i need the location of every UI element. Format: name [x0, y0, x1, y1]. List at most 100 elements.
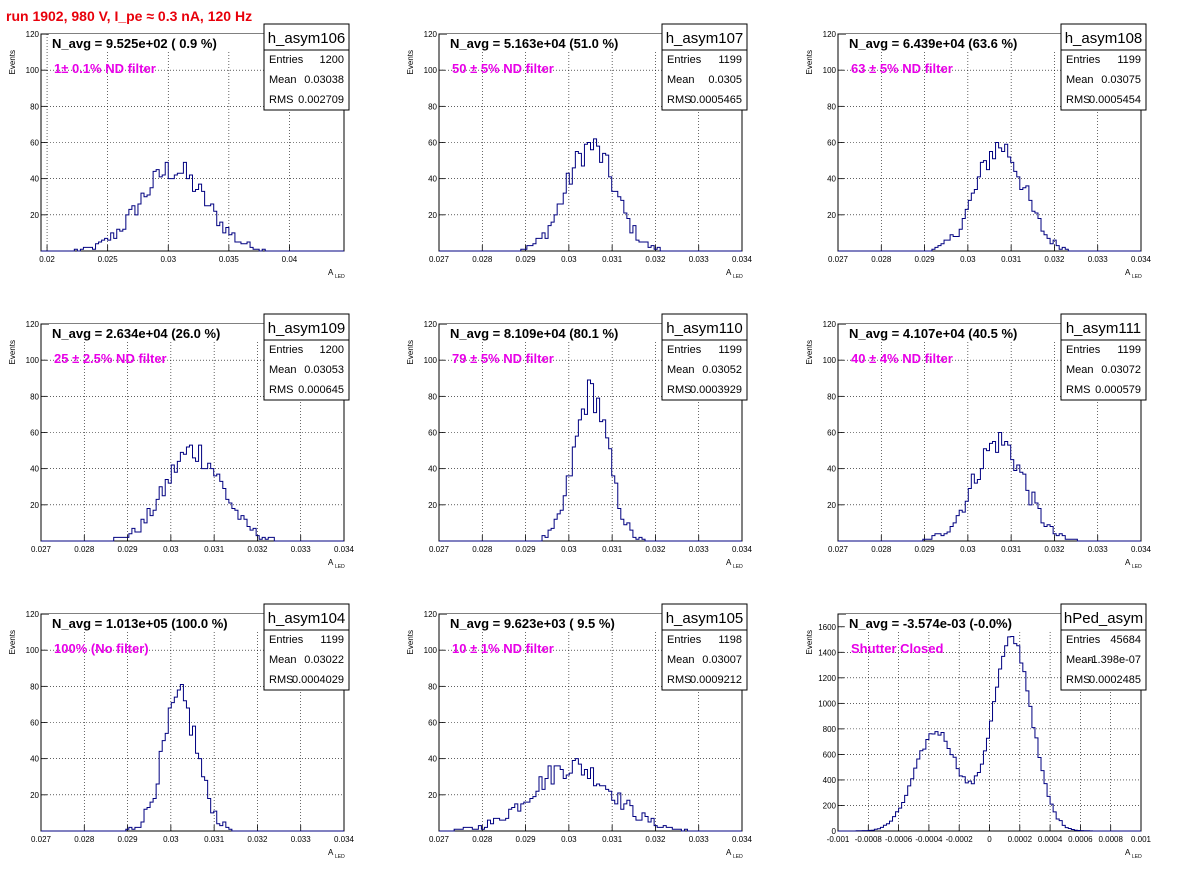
x-tick-label: -0.0006 [885, 835, 913, 844]
x-axis-label-sub: LED [733, 564, 743, 570]
y-tick-label: 120 [26, 610, 40, 619]
page-title: run 1902, 980 V, I_pe ≈ 0.3 nA, 120 Hz [6, 8, 253, 24]
stats-box: h_asym109 Entries 1200 Mean 0.03053 RMS 0.0006… [263, 313, 350, 401]
navg-label: N_avg = 5.163e+04 (51.0 %) [450, 36, 618, 51]
x-tick-label: 0.03 [561, 545, 577, 554]
x-tick-label: 0.032 [645, 545, 666, 554]
x-tick-label: 0.027 [31, 835, 52, 844]
x-axis-label-sub: LED [335, 564, 345, 570]
stats-key: Entries [1066, 54, 1101, 66]
histogram-line [838, 635, 1141, 832]
stats-value: 0.0305 [708, 74, 742, 86]
stats-value: 0.0005454 [1089, 94, 1141, 106]
stats-key: Entries [1066, 344, 1101, 356]
stats-key: Entries [667, 634, 702, 646]
stats-key: Entries [269, 634, 304, 646]
x-axis-label: A [328, 558, 334, 567]
stats-key: RMS [1066, 384, 1090, 396]
x-tick-label: 0.029 [118, 545, 139, 554]
x-axis-label: A [328, 848, 334, 857]
y-axis-label: Events [8, 630, 17, 654]
stats-value: 0.03022 [304, 654, 344, 666]
x-tick-label: 0 [987, 835, 992, 844]
x-tick-label: 0.033 [689, 835, 710, 844]
navg-label: N_avg = 8.109e+04 (80.1 %) [450, 326, 618, 341]
y-tick-label: 60 [827, 139, 836, 148]
histogram-name: h_asym104 [268, 610, 346, 627]
stats-values-box [661, 49, 748, 111]
y-tick-label: 20 [827, 501, 836, 510]
y-tick-label: 20 [428, 791, 437, 800]
x-axis-label-sub: LED [1132, 274, 1142, 280]
x-tick-label: 0.032 [645, 255, 666, 264]
histogram-panel-h_asym107: 0.027 0.028 0.029 0.03 0.031 0.032 0.033 0.034 2… [406, 23, 753, 280]
x-tick-label: 0.034 [732, 545, 753, 554]
y-tick-label: 800 [823, 725, 837, 734]
x-tick-label: 0.033 [291, 835, 312, 844]
x-tick-label: 0.029 [516, 545, 537, 554]
stats-value: 0.03007 [702, 654, 742, 666]
stats-value: 0.000579 [1095, 384, 1141, 396]
y-tick-label: 200 [823, 801, 837, 810]
stats-value: 0.03038 [304, 74, 344, 86]
stats-title-box [263, 603, 350, 631]
y-tick-label: 60 [428, 139, 437, 148]
y-tick-label: 40 [428, 755, 437, 764]
x-tick-label: 0.027 [31, 545, 52, 554]
y-axis-label: Events [805, 340, 814, 364]
navg-label: N_avg = 4.107e+04 (40.5 %) [849, 326, 1017, 341]
stats-value: 1200 [320, 54, 344, 66]
x-tick-label: 0.029 [516, 835, 537, 844]
x-tick-label: 0.034 [1131, 545, 1152, 554]
histogram-line [838, 432, 1141, 542]
stats-value: 1199 [320, 634, 344, 646]
y-axis-label: Events [406, 50, 415, 74]
stats-title-box [661, 603, 748, 631]
stats-title-box [263, 313, 350, 341]
y-tick-label: 80 [428, 392, 437, 401]
histogram-name: h_asym106 [268, 30, 346, 47]
filter-annotation: 79 ± 5% ND filter [452, 351, 554, 366]
navg-box [846, 34, 1070, 52]
histogram-panel-hPed_asym: -0.001 -0.0008 -0.0006 -0.0004 -0.0002 0 0.000… [805, 603, 1152, 860]
y-tick-label: 100 [424, 66, 438, 75]
x-tick-label: 0.0008 [1098, 835, 1123, 844]
x-tick-label: 0.028 [472, 255, 493, 264]
stats-title-box [661, 313, 748, 341]
histogram-line [838, 142, 1141, 252]
x-tick-label: 0.034 [1131, 255, 1152, 264]
x-tick-label: 0.028 [472, 545, 493, 554]
y-tick-label: 80 [428, 102, 437, 111]
histogram-line [41, 161, 344, 252]
y-tick-label: 40 [30, 465, 39, 474]
y-tick-label: 20 [30, 791, 39, 800]
x-tick-label: 0.0006 [1068, 835, 1093, 844]
x-tick-label: 0.035 [219, 255, 240, 264]
x-axis-label-sub: LED [733, 274, 743, 280]
y-tick-label: 100 [26, 356, 40, 365]
stats-box: h_asym108 Entries 1199 Mean 0.03075 RMS0.0005… [1060, 23, 1147, 111]
x-tick-label: 0.03 [960, 545, 976, 554]
x-tick-label: 0.028 [871, 255, 892, 264]
y-tick-label: 40 [428, 175, 437, 184]
y-tick-label: 1000 [818, 699, 836, 708]
x-axis-label-sub: LED [1132, 564, 1142, 570]
y-tick-label: 40 [827, 465, 836, 474]
y-tick-label: 1200 [818, 674, 836, 683]
navg-box [49, 324, 273, 342]
filter-annotation: Shutter Closed [851, 641, 944, 656]
x-tick-label: 0.028 [871, 545, 892, 554]
x-tick-label: 0.029 [915, 255, 936, 264]
histogram-line [439, 758, 742, 832]
x-tick-label: 0.032 [1044, 545, 1065, 554]
histogram-panel-h_asym106: 0.02 0.025 0.03 0.035 0.04 20 40 60 80 100 120 Even… [8, 23, 350, 280]
stats-value: 1198 [718, 634, 742, 646]
stats-values-box [1060, 629, 1147, 691]
x-tick-label: 0.031 [602, 835, 623, 844]
x-tick-label: 0.027 [828, 545, 849, 554]
x-tick-label: 0.031 [602, 255, 623, 264]
histogram-line [439, 379, 742, 542]
x-tick-label: 0.032 [247, 545, 268, 554]
stats-key: Mean [1066, 654, 1094, 666]
navg-box [49, 34, 273, 52]
